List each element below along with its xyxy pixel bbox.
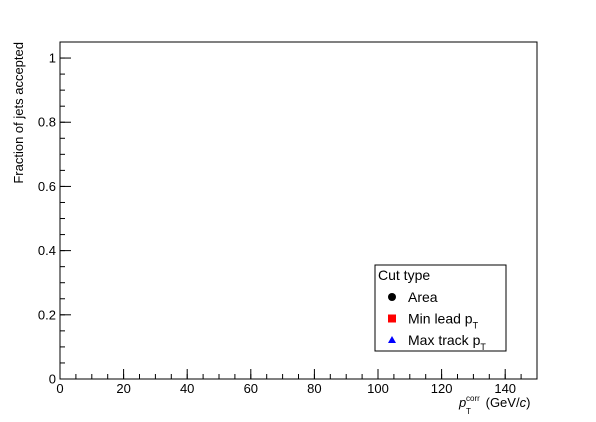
legend-label-text: Area <box>408 289 438 305</box>
x-tick-label: 140 <box>494 381 516 396</box>
axes: 0 20 40 60 80 100 120 140 0 0.2 0.4 0.6 0.8 1 Fraction… <box>11 41 538 416</box>
legend-label: Min lead pT <box>408 311 479 331</box>
x-tick-label: 60 <box>244 381 258 396</box>
legend-label-sub: T <box>480 342 486 352</box>
legend-marker-square <box>388 314 396 323</box>
x-tick-label: 100 <box>367 381 389 396</box>
x-tick-label: 0 <box>56 381 63 396</box>
legend-marker-circle <box>388 293 396 301</box>
legend-label-text: Max track p <box>408 332 481 348</box>
y-axis-label: Fraction of jets accepted <box>11 42 26 184</box>
x-axis-label-unit: (GeV/ <box>482 395 520 410</box>
x-axis-label-sub: T <box>466 407 471 416</box>
y-tick-label: 0.4 <box>38 243 56 258</box>
x-axis-label: pcorr T (GeV/c) <box>458 394 530 416</box>
legend-box <box>374 264 507 352</box>
y-tick-label: 0.6 <box>38 179 56 194</box>
x-tick-label: 120 <box>431 381 453 396</box>
x-tick-label: 20 <box>116 381 130 396</box>
legend-title: Cut type <box>378 267 430 283</box>
legend-label-text: Min lead p <box>408 311 473 327</box>
y-tick-label: 0.2 <box>38 307 56 322</box>
legend-label: Area <box>408 289 438 305</box>
legend-marker-triangle <box>388 336 396 343</box>
x-tick-label: 40 <box>180 381 194 396</box>
x-tick-label: 80 <box>307 381 321 396</box>
legend-label-sub: T <box>473 321 479 331</box>
x-axis-label-sup: corr <box>466 394 480 403</box>
y-tick-label: 1 <box>49 51 56 66</box>
legend-label: Max track pT <box>408 332 486 352</box>
x-axis-label-unit-italic: c <box>520 395 527 410</box>
x-axis-label-symbol: p <box>458 395 466 410</box>
y-tick-label: 0 <box>49 372 56 387</box>
x-axis-label-unit-close: ) <box>526 395 530 410</box>
y-tick-label: 0.8 <box>38 115 56 130</box>
